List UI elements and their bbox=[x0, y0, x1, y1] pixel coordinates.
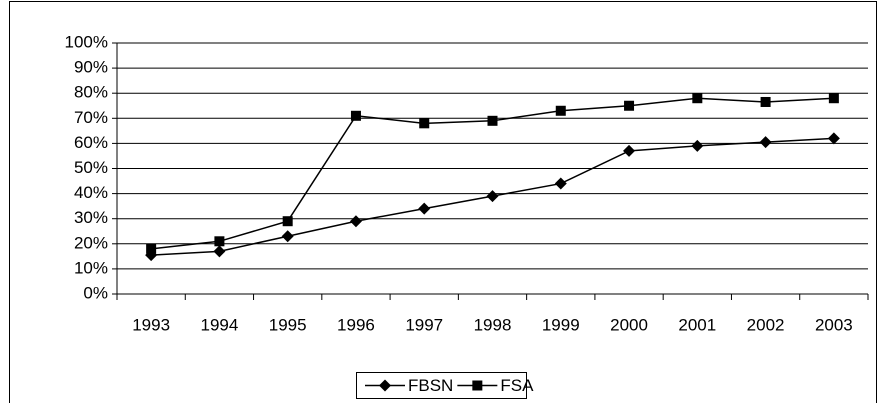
y-tick-label: 100% bbox=[65, 32, 108, 51]
marker bbox=[214, 236, 225, 247]
x-tick-label: 2001 bbox=[678, 315, 716, 334]
x-tick-label: 1998 bbox=[474, 315, 512, 334]
x-tick-label: 1993 bbox=[132, 315, 170, 334]
marker bbox=[146, 243, 157, 254]
y-tick-label: 40% bbox=[74, 183, 108, 202]
x-tick-label: 1997 bbox=[405, 315, 443, 334]
marker bbox=[759, 136, 772, 149]
y-tick-label: 20% bbox=[74, 233, 108, 252]
y-tick-label: 50% bbox=[74, 158, 108, 177]
legend-label: FBSN bbox=[408, 376, 453, 395]
marker bbox=[691, 139, 704, 152]
marker bbox=[760, 96, 771, 107]
chart-border bbox=[9, 1, 877, 403]
marker bbox=[472, 380, 483, 391]
y-tick-label: 30% bbox=[74, 208, 108, 227]
x-tick-label: 1996 bbox=[337, 315, 375, 334]
marker bbox=[350, 110, 361, 121]
y-tick-label: 70% bbox=[74, 108, 108, 127]
legend: FBSN FSA bbox=[356, 372, 534, 399]
y-tick-label: 10% bbox=[74, 258, 108, 277]
marker bbox=[692, 93, 703, 104]
marker bbox=[213, 245, 226, 258]
marker bbox=[487, 115, 498, 126]
x-tick-label: 2000 bbox=[610, 315, 648, 334]
marker bbox=[828, 93, 839, 104]
marker bbox=[554, 177, 567, 190]
marker bbox=[379, 379, 391, 392]
x-tick-label: 2003 bbox=[815, 315, 853, 334]
marker bbox=[827, 132, 840, 145]
marker bbox=[555, 105, 566, 116]
y-tick-label: 60% bbox=[74, 133, 108, 152]
marker bbox=[419, 118, 430, 129]
marker bbox=[418, 202, 431, 215]
x-tick-label: 1994 bbox=[200, 315, 238, 334]
x-tick-label: 2002 bbox=[747, 315, 785, 334]
y-tick-label: 90% bbox=[74, 58, 108, 77]
y-tick-label: 0% bbox=[83, 283, 108, 302]
marker bbox=[486, 190, 499, 203]
legend-label: FSA bbox=[500, 376, 534, 395]
marker bbox=[281, 230, 294, 243]
y-tick-label: 80% bbox=[74, 83, 108, 102]
marker bbox=[282, 216, 293, 227]
x-tick-label: 1995 bbox=[269, 315, 307, 334]
marker bbox=[624, 100, 635, 111]
marker bbox=[349, 215, 362, 228]
x-tick-label: 1999 bbox=[542, 315, 580, 334]
marker bbox=[623, 144, 636, 157]
